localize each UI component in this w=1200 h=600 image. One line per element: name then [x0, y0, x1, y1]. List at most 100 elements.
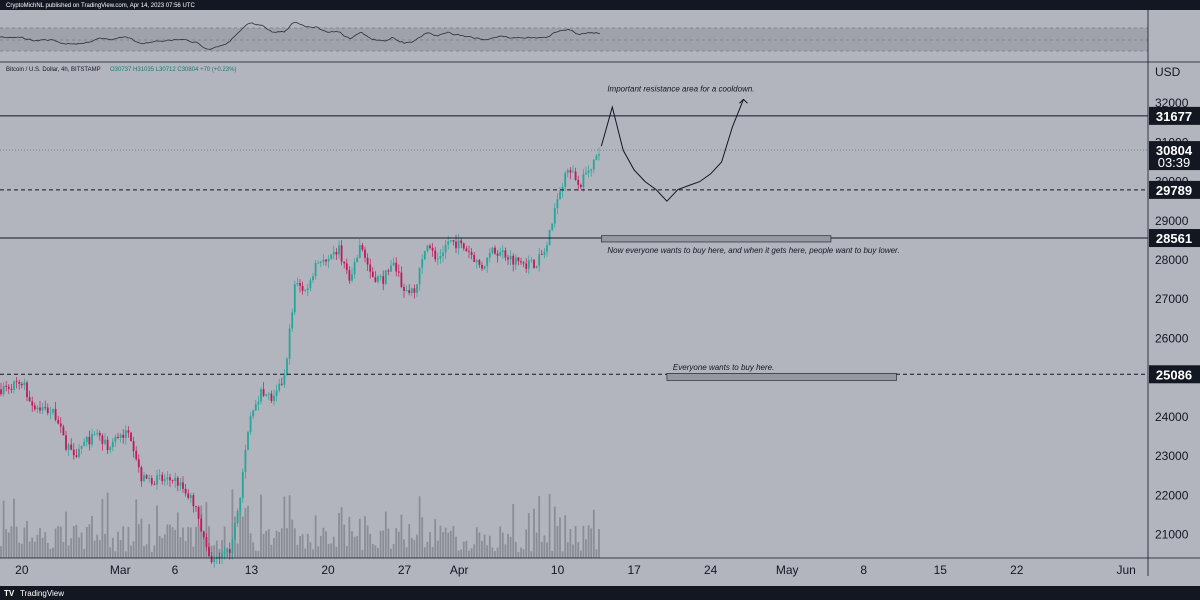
- axis-unit-label: USD: [1155, 65, 1181, 79]
- candle-body: [148, 478, 151, 479]
- volume-bar: [127, 526, 130, 558]
- volume-bar: [124, 551, 127, 558]
- volume-bar: [390, 548, 392, 558]
- candle-body: [23, 382, 26, 386]
- volume-bar: [533, 508, 535, 558]
- candle-body: [195, 506, 197, 507]
- volume-bar: [551, 550, 554, 558]
- volume-bar: [299, 536, 301, 558]
- volume-bar: [403, 539, 405, 558]
- candle-body: [317, 262, 320, 264]
- volume-bar: [325, 531, 327, 558]
- volume-bar: [564, 515, 567, 558]
- projection-path[interactable]: [600, 99, 744, 202]
- volume-bar: [465, 540, 468, 558]
- candle-body: [39, 407, 41, 411]
- volume-bar: [369, 533, 372, 558]
- candle-body: [135, 450, 138, 460]
- x-tick-label: 13: [245, 563, 259, 577]
- volume-bar: [96, 534, 99, 558]
- candle-body: [72, 449, 75, 456]
- volume-bar: [478, 532, 481, 558]
- volume-bar: [400, 514, 403, 558]
- volume-bar: [36, 534, 39, 558]
- candle-body: [127, 430, 130, 433]
- candle-body: [405, 290, 408, 291]
- candle-body: [288, 328, 291, 359]
- current-price-tag-bg: [1149, 141, 1200, 171]
- volume-bar: [447, 532, 450, 558]
- volume-bar: [455, 536, 457, 558]
- candle-body: [273, 395, 275, 401]
- candle-body: [239, 497, 242, 511]
- candle-body: [223, 551, 226, 555]
- candle-body: [249, 416, 252, 433]
- volume-bar: [439, 525, 442, 558]
- candle-body: [439, 255, 442, 259]
- candle-body: [70, 444, 73, 450]
- volume-bar: [221, 540, 223, 558]
- candle-body: [236, 510, 239, 524]
- price-axis[interactable]: 2100022000230002400025000260002700028000…: [1155, 96, 1189, 541]
- candle-body: [44, 407, 47, 409]
- candle-body: [538, 254, 541, 266]
- volume-bar: [382, 530, 385, 558]
- candle-body: [587, 170, 590, 173]
- candle-body: [452, 240, 455, 242]
- x-tick-label: 10: [551, 563, 565, 577]
- candle-body: [525, 263, 528, 269]
- horizontal-levels[interactable]: [0, 115, 1148, 375]
- volume-bar: [517, 551, 520, 558]
- candle-body: [457, 240, 460, 249]
- volume-bar: [57, 526, 60, 558]
- volume-bar: [109, 547, 112, 558]
- candle-body: [325, 259, 327, 262]
- candle-body: [153, 483, 156, 485]
- volume-bar: [158, 535, 161, 558]
- candle-body: [590, 169, 593, 171]
- candle-body: [377, 276, 379, 282]
- time-axis[interactable]: 20 Mar 6 13 20 27 Apr 10 17 24 May 8 15 22 Jun: [15, 563, 1136, 577]
- volume-bar: [416, 534, 418, 558]
- candle-body: [572, 171, 574, 173]
- price-tag: 25086: [1149, 365, 1200, 384]
- candle-body: [332, 252, 335, 255]
- volume-bar: [371, 543, 374, 558]
- price-candles: [0, 147, 600, 568]
- annotations[interactable]: Important resistance area for a cooldown…: [607, 84, 899, 371]
- candle-body: [31, 401, 34, 406]
- candle-body: [205, 537, 208, 548]
- candle-body: [208, 547, 210, 557]
- candle-body: [410, 288, 413, 293]
- volume-bar: [486, 545, 489, 558]
- candle-body: [189, 495, 192, 498]
- candle-body: [522, 262, 525, 264]
- candle-body: [403, 286, 405, 291]
- candle-body: [559, 191, 561, 200]
- candle-body: [252, 410, 255, 417]
- candle-body: [348, 270, 351, 281]
- volume-bar: [361, 549, 364, 558]
- volume-bar: [197, 525, 200, 558]
- volume-bar: [410, 537, 413, 558]
- candle-body: [122, 434, 125, 438]
- zone-box[interactable]: [666, 373, 897, 381]
- candle-body: [351, 274, 353, 281]
- volume-bar: [145, 544, 148, 558]
- volume-bar: [161, 538, 164, 558]
- y-tick-label: 21000: [1155, 527, 1189, 541]
- y-tick-label: 27000: [1155, 292, 1189, 306]
- volume-bar: [257, 550, 260, 558]
- candle-body: [88, 436, 91, 445]
- candle-body: [374, 277, 377, 282]
- volume-bar: [527, 513, 530, 558]
- candle-body: [371, 271, 374, 278]
- zones[interactable]: [601, 235, 897, 381]
- candle-body: [46, 407, 49, 414]
- volume-bar: [28, 541, 31, 558]
- volume-bar: [327, 543, 330, 558]
- volume-bar: [574, 526, 577, 558]
- zone-box[interactable]: [601, 235, 832, 243]
